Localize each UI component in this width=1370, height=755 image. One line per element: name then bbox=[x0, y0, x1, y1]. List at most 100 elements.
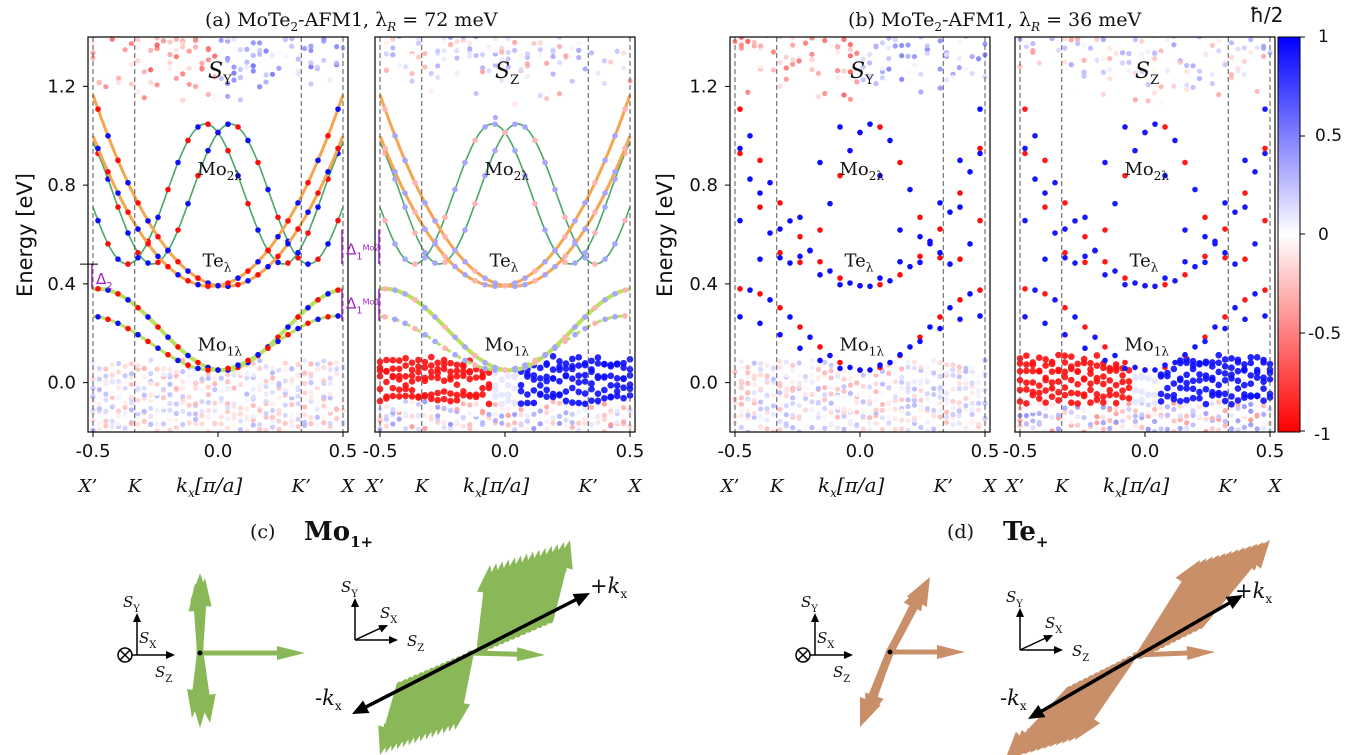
spin-texture-cluster bbox=[860, 577, 965, 727]
continuum-point bbox=[1074, 368, 1081, 375]
continuum-point bbox=[550, 407, 556, 413]
continuum-point bbox=[512, 39, 518, 46]
continuum-point bbox=[1068, 409, 1074, 415]
continuum-point bbox=[1235, 31, 1240, 36]
band-panel: -0.5 0.0 0.5X’ K K’ Xkx[π/a]1.20.80.40.0SYMo2… bbox=[689, 36, 999, 500]
continuum-point bbox=[860, 64, 866, 70]
band-label-mo1: Mo1λ bbox=[198, 334, 243, 358]
continuum-point bbox=[1132, 97, 1138, 103]
continuum-point bbox=[289, 402, 295, 408]
continuum-point bbox=[396, 416, 402, 422]
continuum-point bbox=[1228, 412, 1235, 419]
continuum-point bbox=[1048, 379, 1056, 386]
continuum-point bbox=[135, 379, 141, 386]
band-point bbox=[185, 137, 191, 144]
band-point bbox=[612, 169, 618, 175]
band-point bbox=[492, 147, 498, 154]
spin-arrow-head bbox=[1186, 646, 1215, 661]
continuum-point bbox=[383, 378, 390, 386]
continuum-point bbox=[141, 365, 147, 372]
band-point bbox=[335, 287, 341, 293]
continuum-point bbox=[269, 370, 276, 376]
continuum-point bbox=[237, 426, 244, 432]
continuum-point bbox=[389, 392, 397, 400]
continuum-point bbox=[1132, 422, 1138, 428]
continuum-point bbox=[873, 407, 879, 413]
continuum-point bbox=[1132, 408, 1138, 414]
band-point bbox=[125, 261, 131, 267]
continuum-point bbox=[472, 391, 480, 398]
continuum-point bbox=[1222, 62, 1228, 68]
continuum-point bbox=[867, 74, 873, 80]
continuum-point bbox=[492, 411, 498, 418]
continuum-point bbox=[802, 40, 809, 46]
band-point bbox=[747, 133, 753, 139]
continuum-point bbox=[295, 56, 301, 62]
continuum-point bbox=[1266, 360, 1274, 368]
band-point bbox=[757, 157, 763, 164]
continuum-point bbox=[180, 393, 186, 400]
continuum-point bbox=[269, 407, 276, 414]
continuum-point bbox=[308, 380, 314, 386]
continuum-point bbox=[1171, 37, 1177, 39]
continuum-point bbox=[620, 414, 627, 420]
band-point bbox=[897, 258, 903, 265]
continuum-point bbox=[809, 391, 815, 398]
continuum-point bbox=[435, 63, 441, 69]
continuum-point bbox=[390, 45, 396, 51]
band-point bbox=[135, 331, 141, 338]
continuum-point bbox=[1036, 419, 1042, 425]
continuum-point bbox=[302, 32, 307, 37]
continuum-point bbox=[1061, 384, 1069, 391]
continuum-point bbox=[770, 392, 777, 398]
continuum-point bbox=[390, 37, 396, 42]
continuum-point bbox=[581, 400, 589, 408]
continuum-point bbox=[956, 408, 962, 414]
continuum-point bbox=[569, 375, 576, 382]
continuum-point bbox=[1119, 378, 1126, 386]
continuum-point bbox=[931, 370, 937, 376]
continuum-point bbox=[602, 31, 607, 36]
continuum-point bbox=[116, 79, 122, 86]
continuum-point bbox=[135, 37, 141, 43]
continuum-point bbox=[1158, 99, 1164, 105]
band-point bbox=[472, 278, 478, 284]
band-point bbox=[572, 240, 578, 247]
band-point bbox=[1122, 365, 1128, 372]
band-point bbox=[797, 253, 803, 260]
continuum-point bbox=[173, 54, 179, 60]
continuum-point bbox=[282, 53, 288, 59]
continuum-point bbox=[556, 363, 563, 371]
continuum-point bbox=[340, 392, 346, 398]
continuum-point bbox=[321, 358, 327, 364]
continuum-point bbox=[440, 395, 448, 403]
y-tick-label: 0.8 bbox=[47, 175, 76, 196]
continuum-point bbox=[1017, 40, 1023, 46]
continuum-point bbox=[1158, 414, 1164, 420]
continuum-point bbox=[199, 399, 205, 405]
continuum-point bbox=[109, 423, 115, 430]
continuum-point bbox=[975, 400, 982, 406]
continuum-point bbox=[1176, 397, 1184, 405]
band-point bbox=[512, 121, 518, 127]
continuum-point bbox=[231, 70, 237, 76]
band-point bbox=[412, 179, 418, 186]
continuum-point bbox=[467, 426, 473, 432]
band-point bbox=[877, 124, 883, 130]
continuum-point bbox=[873, 44, 879, 50]
continuum-point bbox=[141, 95, 147, 101]
band-point bbox=[737, 217, 743, 224]
continuum-point bbox=[1221, 397, 1229, 405]
continuum-point bbox=[1234, 367, 1242, 375]
spin-arrow bbox=[519, 573, 538, 636]
continuum-point bbox=[403, 411, 409, 417]
continuum-point bbox=[563, 417, 569, 423]
band-point bbox=[1252, 169, 1258, 175]
continuum-point bbox=[327, 420, 333, 426]
band-point bbox=[1062, 304, 1068, 311]
continuum-point bbox=[103, 366, 109, 372]
continuum-point bbox=[594, 397, 602, 405]
band-point bbox=[897, 159, 903, 166]
continuum-point bbox=[892, 43, 898, 49]
continuum-point bbox=[141, 385, 147, 391]
